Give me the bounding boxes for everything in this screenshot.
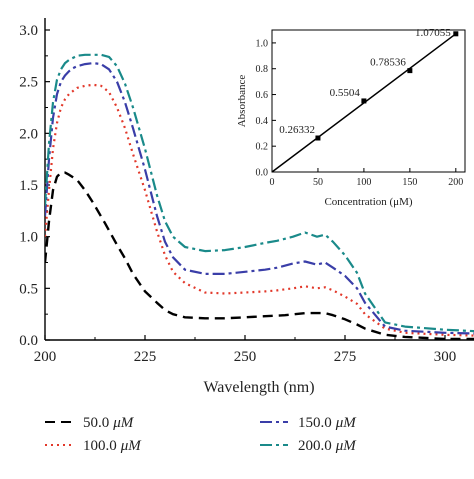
series-line-2 [45,61,474,335]
legend-value: 100.0 [83,438,117,454]
inset-data-point-2 [407,68,413,74]
x-tick-label: 250 [234,349,257,365]
inset-y-axis-title: Absorbance [236,75,248,128]
legend-value: 200.0 [298,438,332,454]
y-tick-label: 1.0 [19,230,38,246]
inset-x-tick-label: 0 [270,177,275,188]
inset-data-point-1 [361,98,367,104]
legend-unit: μM [335,415,358,431]
y-tick-label: 3.0 [19,23,38,39]
inset-data-point-0 [315,135,321,141]
inset-point-label-3: 1.07055 [415,27,451,39]
legend-label-3: 200.0 μM [298,438,357,454]
x-axis-title: Wavelength (nm) [203,379,314,396]
legend-label-0: 50.0 μM [83,415,135,431]
legend-unit: μM [112,415,135,431]
inset-y-tick-label: 0.8 [256,64,269,75]
series-line-3 [45,53,474,333]
x-tick-label: 200 [34,349,57,365]
inset-y-tick-label: 1.0 [256,38,269,49]
y-tick-label: 2.5 [19,75,38,91]
inset-point-label-2: 0.78536 [370,57,406,69]
series-line-0 [45,171,474,341]
x-tick-label: 275 [334,349,357,365]
inset-y-tick-label: 0.6 [256,90,269,101]
x-tick-label: 225 [134,349,157,365]
y-tick-label: 2.0 [19,126,38,142]
legend-label-2: 150.0 μM [298,415,357,431]
inset-x-axis-title: Concentration (μM) [324,196,412,208]
legend-value: 150.0 [298,415,332,431]
main-plot: 0.00.51.01.52.02.53.0200225250275300325W… [19,18,474,396]
inset-plot: 0.0 0.2 0.4 0.6 0.8 1.0 0 50 100 150 200 Concentrat… [236,27,466,208]
inset-x-tick-label: 50 [313,177,323,188]
legend-unit: μM [335,438,358,454]
inset-x-tick-label: 150 [402,177,417,188]
legend-value: 50.0 [83,415,109,431]
y-tick-label: 0.0 [19,333,38,349]
inset-x-tick-label: 200 [448,177,463,188]
legend-label-1: 100.0 μM [83,438,142,454]
inset-y-tick-label: 0.0 [256,168,269,179]
series-line-1 [45,83,474,337]
inset-x-tick-label: 100 [356,177,371,188]
legend-unit: μM [120,438,143,454]
series-group [45,53,474,341]
y-tick-label: 1.5 [19,178,38,194]
inset-y-tick-label: 0.4 [256,116,269,127]
x-tick-label: 300 [434,349,457,365]
inset-y-tick-label: 0.2 [256,142,269,153]
y-tick-label: 0.5 [19,281,38,297]
inset-data-point-3 [453,31,459,37]
inset-point-label-0: 0.26332 [279,124,315,136]
inset-point-label-1: 0.5504 [330,87,361,99]
